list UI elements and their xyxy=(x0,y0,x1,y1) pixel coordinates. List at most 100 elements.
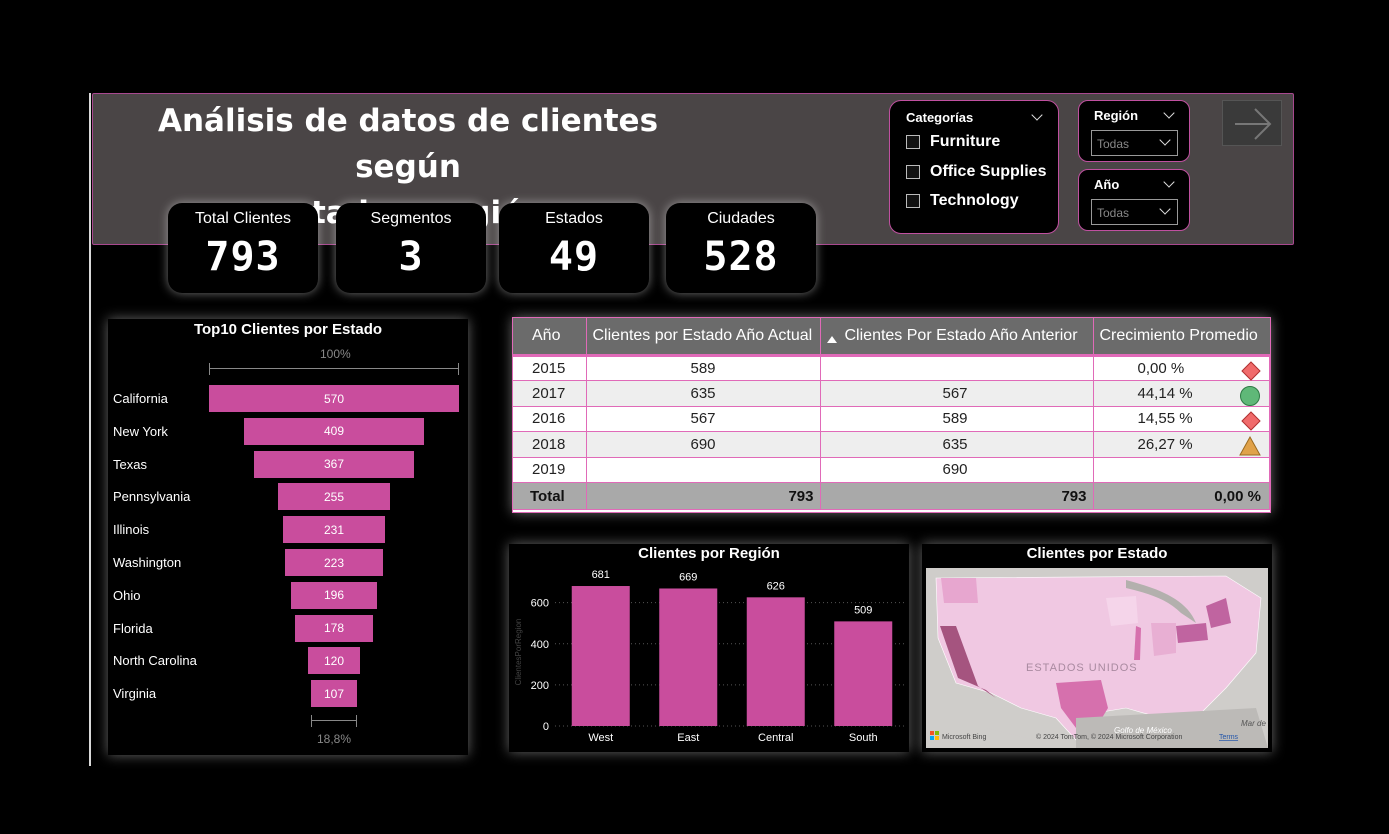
category-label: Furniture xyxy=(930,133,1001,150)
cell-year: 2015 xyxy=(513,355,587,381)
funnel-bar[interactable]: 367 xyxy=(253,450,415,478)
funnel-bar[interactable]: 178 xyxy=(294,614,374,642)
funnel-bar[interactable]: 120 xyxy=(307,647,361,675)
chevron-down-icon[interactable] xyxy=(1031,109,1043,121)
year-dropdown-value: Todas xyxy=(1097,206,1130,220)
bing-label: Microsoft Bing xyxy=(942,734,986,741)
map-title: Clientes por Estado xyxy=(1026,545,1168,562)
region-bar[interactable] xyxy=(659,588,718,726)
kpi-value: 528 xyxy=(703,234,779,280)
funnel-bar[interactable]: 231 xyxy=(283,516,385,544)
cell-growth: 26,27 % xyxy=(1093,431,1270,460)
checkbox[interactable] xyxy=(906,165,920,179)
checkbox[interactable] xyxy=(906,194,920,208)
cell-year: 2017 xyxy=(513,380,587,407)
kpi-label: Total Clientes xyxy=(194,210,292,227)
region-dropdown[interactable]: Todas xyxy=(1091,130,1178,156)
region-slicer: Región Todas xyxy=(1078,100,1190,162)
region-bar[interactable] xyxy=(746,597,805,726)
page-title-line1: Análisis de datos de clientes según xyxy=(157,103,659,185)
chevron-down-icon[interactable] xyxy=(1163,176,1175,188)
funnel-top-percent: 100% xyxy=(320,347,351,361)
funnel-bottom-percent: 18,8% xyxy=(317,732,352,746)
growth-value: 26,27 % xyxy=(1137,435,1193,453)
red-diamond-icon xyxy=(1241,360,1261,385)
bar-value-label: 681 xyxy=(592,569,610,581)
kpi-total-clientes: Total Clientes 793 xyxy=(168,203,318,293)
category-slicer: Categorías Furniture Office Supplies Tec… xyxy=(889,100,1059,234)
funnel-bar[interactable]: 107 xyxy=(310,680,358,708)
funnel-category-label: Texas xyxy=(113,456,147,472)
kpi-segmentos: Segmentos 3 xyxy=(336,203,486,293)
growth-value: 14,55 % xyxy=(1137,410,1193,428)
funnel-bar[interactable]: 570 xyxy=(209,385,459,412)
region-bar-chart-panel: Clientes por Región 0 200 400 600 ClientesPo… xyxy=(509,544,909,752)
arrow-right-icon xyxy=(1235,108,1272,140)
map-terms-link[interactable]: Terms xyxy=(1219,734,1239,741)
year-slicer-title: Año xyxy=(1094,177,1120,192)
table-header-growth[interactable]: Crecimiento Promedio xyxy=(1093,318,1270,357)
cell-year: 2019 xyxy=(513,457,587,483)
table-header-current[interactable]: Clientes por Estado Año Actual xyxy=(586,318,821,357)
category-item-technology[interactable]: Technology xyxy=(906,192,1019,210)
table-row[interactable]: 2019 690 xyxy=(513,457,1270,483)
cell-year: 2018 xyxy=(513,431,587,458)
table-row[interactable]: 2016 567 589 14,55 % xyxy=(513,406,1270,432)
kpi-label: Estados xyxy=(545,210,603,227)
total-previous: 793 xyxy=(820,482,1094,510)
funnel-category-label: Virginia xyxy=(113,686,157,702)
map-copyright: © 2024 TomTom, © 2024 Microsoft Corporat… xyxy=(1036,733,1182,741)
checkbox[interactable] xyxy=(906,135,920,149)
funnel-title: Top10 Clientes por Estado xyxy=(193,321,383,338)
us-map[interactable]: ESTADOS UNIDOS Golfo de México Mar de Mi… xyxy=(926,568,1268,748)
cell-growth xyxy=(1093,457,1270,483)
next-page-button[interactable] xyxy=(1222,100,1282,146)
red-diamond-icon xyxy=(1241,410,1261,435)
year-dropdown[interactable]: Todas xyxy=(1091,199,1178,225)
cell-current: 635 xyxy=(586,380,821,407)
table-header-previous[interactable]: Clientes Por Estado Año Anterior xyxy=(820,318,1094,357)
category-label: Technology xyxy=(930,192,1019,209)
funnel-category-label: Washington xyxy=(113,555,182,570)
funnel-category-label: Ohio xyxy=(113,587,141,603)
chevron-down-icon[interactable] xyxy=(1163,107,1175,119)
category-item-office-supplies[interactable]: Office Supplies xyxy=(906,163,1046,181)
table-row[interactable]: 2018 690 635 26,27 % xyxy=(513,431,1270,460)
region-bar[interactable] xyxy=(571,586,630,726)
table-header-year[interactable]: Año xyxy=(513,318,587,357)
funnel-bar[interactable]: 409 xyxy=(244,417,424,445)
region-bar[interactable] xyxy=(834,621,893,726)
total-growth: 0,00 % xyxy=(1093,482,1270,510)
funnel-category-label: New York xyxy=(113,423,168,439)
cell-year: 2016 xyxy=(513,406,587,432)
x-category-label: South xyxy=(849,732,878,744)
funnel-bar[interactable]: 255 xyxy=(278,483,390,511)
header-label: Clientes Por Estado Año Anterior xyxy=(844,326,1078,344)
cell-current: 690 xyxy=(586,431,821,458)
total-label: Total xyxy=(513,482,587,510)
category-item-furniture[interactable]: Furniture xyxy=(906,133,1000,151)
funnel-category-label: Illinois xyxy=(113,522,150,538)
header-label: Clientes por Estado Año Actual xyxy=(592,326,813,344)
chevron-down-icon xyxy=(1159,203,1171,215)
map-country-label: ESTADOS UNIDOS xyxy=(1026,662,1138,674)
growth-value: 44,14 % xyxy=(1137,384,1193,402)
table-total-row: Total 793 793 0,00 % xyxy=(513,482,1270,510)
cell-previous: 690 xyxy=(820,457,1094,483)
header-label: Crecimiento Promedio xyxy=(1099,326,1258,344)
table-row[interactable]: 2017 635 567 44,14 % xyxy=(513,380,1270,407)
kpi-estados: Estados 49 xyxy=(499,203,649,293)
funnel-category-label: California xyxy=(113,391,168,406)
funnel-bar[interactable]: 196 xyxy=(291,581,377,609)
x-category-label: Central xyxy=(758,732,793,744)
kpi-ciudades: Ciudades 528 xyxy=(666,203,816,293)
funnel-bar[interactable]: 223 xyxy=(285,549,383,576)
yellow-triangle-icon xyxy=(1239,435,1261,460)
cell-growth: 0,00 % xyxy=(1093,355,1270,381)
funnel-bottom-bracket xyxy=(310,715,358,727)
kpi-label: Ciudades xyxy=(707,210,775,227)
funnel-category-label: North Carolina xyxy=(113,653,197,669)
region-chart-title: Clientes por Región xyxy=(638,545,780,562)
table-row[interactable]: 2015 589 0,00 % xyxy=(513,355,1270,381)
growth-value: 0,00 % xyxy=(1137,359,1185,377)
